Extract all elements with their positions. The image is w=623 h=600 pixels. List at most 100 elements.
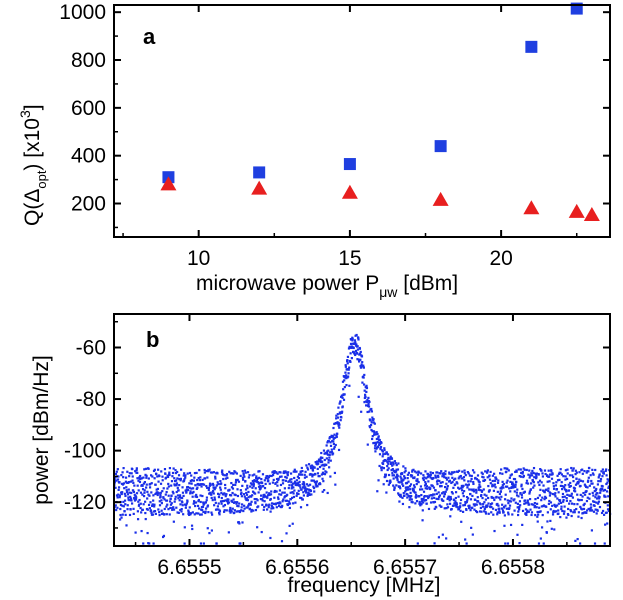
spectrum-point (255, 498, 258, 501)
spectrum-point (257, 491, 260, 494)
spectrum-point (593, 500, 596, 503)
spectrum-point (453, 499, 456, 502)
spectrum-point (366, 398, 369, 402)
spectrum-point (145, 483, 148, 486)
spectrum-point (544, 495, 547, 498)
spectrum-point (432, 486, 436, 489)
spectrum-point (391, 472, 394, 475)
spectrum-point (139, 502, 142, 505)
spectrum-point (297, 489, 300, 492)
spectrum-point (339, 419, 342, 422)
spectrum-point (277, 504, 281, 508)
panel-b-ylabel: power [dBm/Hz] (30, 355, 53, 504)
spectrum-point (245, 497, 248, 500)
spectrum-point (560, 473, 564, 476)
spectrum-point (471, 494, 474, 498)
spectrum-point (548, 475, 551, 478)
spectrum-point (370, 410, 374, 413)
spectrum-point (377, 445, 380, 449)
spectrum-point (138, 480, 142, 484)
spectrum-point (167, 485, 170, 488)
spectrum-point (518, 505, 521, 508)
spectrum-point (325, 444, 328, 447)
spectrum-point (214, 508, 218, 511)
y-tick-label: -80 (76, 388, 106, 411)
spectrum-point (183, 542, 186, 545)
spectrum-point (345, 377, 348, 380)
spectrum-point (125, 481, 129, 484)
spectrum-point (130, 502, 134, 505)
spectrum-point (470, 477, 473, 481)
spectrum-point (534, 513, 537, 517)
spectrum-point (203, 468, 206, 472)
spectrum-point (580, 508, 584, 511)
spectrum-point (301, 486, 305, 489)
spectrum-point (306, 503, 309, 507)
spectrum-point (475, 489, 478, 492)
spectrum-point (231, 507, 234, 510)
spectrum-point (355, 343, 358, 346)
spectrum-point (212, 489, 215, 492)
spectrum-point (231, 487, 235, 490)
y-tick-label: 400 (71, 145, 106, 168)
spectrum-point (473, 471, 476, 474)
spectrum-point (158, 511, 161, 514)
spectrum-point (322, 467, 325, 470)
spectrum-point (139, 491, 143, 494)
spectrum-point (550, 470, 553, 473)
spectrum-point (564, 478, 567, 481)
spectrum-point (587, 470, 590, 473)
spectrum-point (599, 477, 603, 481)
spectrum-point (563, 505, 566, 508)
spectrum-point (260, 498, 264, 501)
spectrum-point (191, 487, 195, 490)
spectrum-point (553, 528, 556, 531)
spectrum-point (140, 511, 143, 514)
spectrum-point (597, 500, 601, 503)
spectrum-point (507, 502, 510, 505)
spectrum-point (492, 489, 496, 492)
spectrum-point (295, 479, 298, 482)
spectrum-point (352, 346, 355, 350)
spectrum-point (538, 494, 541, 497)
spectrum-point (472, 482, 475, 486)
spectrum-point (481, 472, 484, 475)
spectrum-point (196, 486, 199, 489)
spectrum-point (589, 474, 592, 477)
spectrum-point (411, 470, 414, 473)
spectrum-point (229, 506, 232, 510)
spectrum-point (279, 471, 282, 474)
spectrum-point (520, 471, 523, 475)
spectrum-point (537, 481, 540, 484)
spectrum-point (246, 506, 249, 509)
spectrum-point (605, 490, 609, 493)
spectrum-point (193, 500, 196, 503)
spectrum-point (409, 474, 412, 477)
spectrum-point (160, 499, 163, 502)
spectrum-point (292, 492, 295, 495)
spectrum-point (290, 487, 293, 490)
spectrum-point (219, 500, 223, 503)
spectrum-point (180, 507, 183, 511)
spectrum-point (532, 471, 535, 475)
spectrum-point (414, 491, 417, 494)
spectrum-point (476, 510, 479, 514)
spectrum-point (541, 475, 545, 478)
spectrum-point (433, 500, 437, 504)
spectrum-point (260, 494, 263, 497)
spectrum-point (328, 456, 331, 459)
spectrum-point (455, 501, 458, 505)
spectrum-point (370, 428, 373, 432)
spectrum-point (174, 495, 177, 498)
spectrum-point (288, 502, 292, 505)
spectrum-point (362, 366, 365, 369)
spectrum-point (256, 481, 259, 484)
spectrum-point (325, 452, 329, 455)
spectrum-point (240, 503, 244, 506)
spectrum-point (303, 473, 306, 476)
spectrum-point (421, 519, 424, 522)
spectrum-point (488, 474, 491, 477)
spectrum-point (168, 473, 171, 477)
spectrum-point (437, 475, 440, 479)
spectrum-point (541, 472, 544, 475)
